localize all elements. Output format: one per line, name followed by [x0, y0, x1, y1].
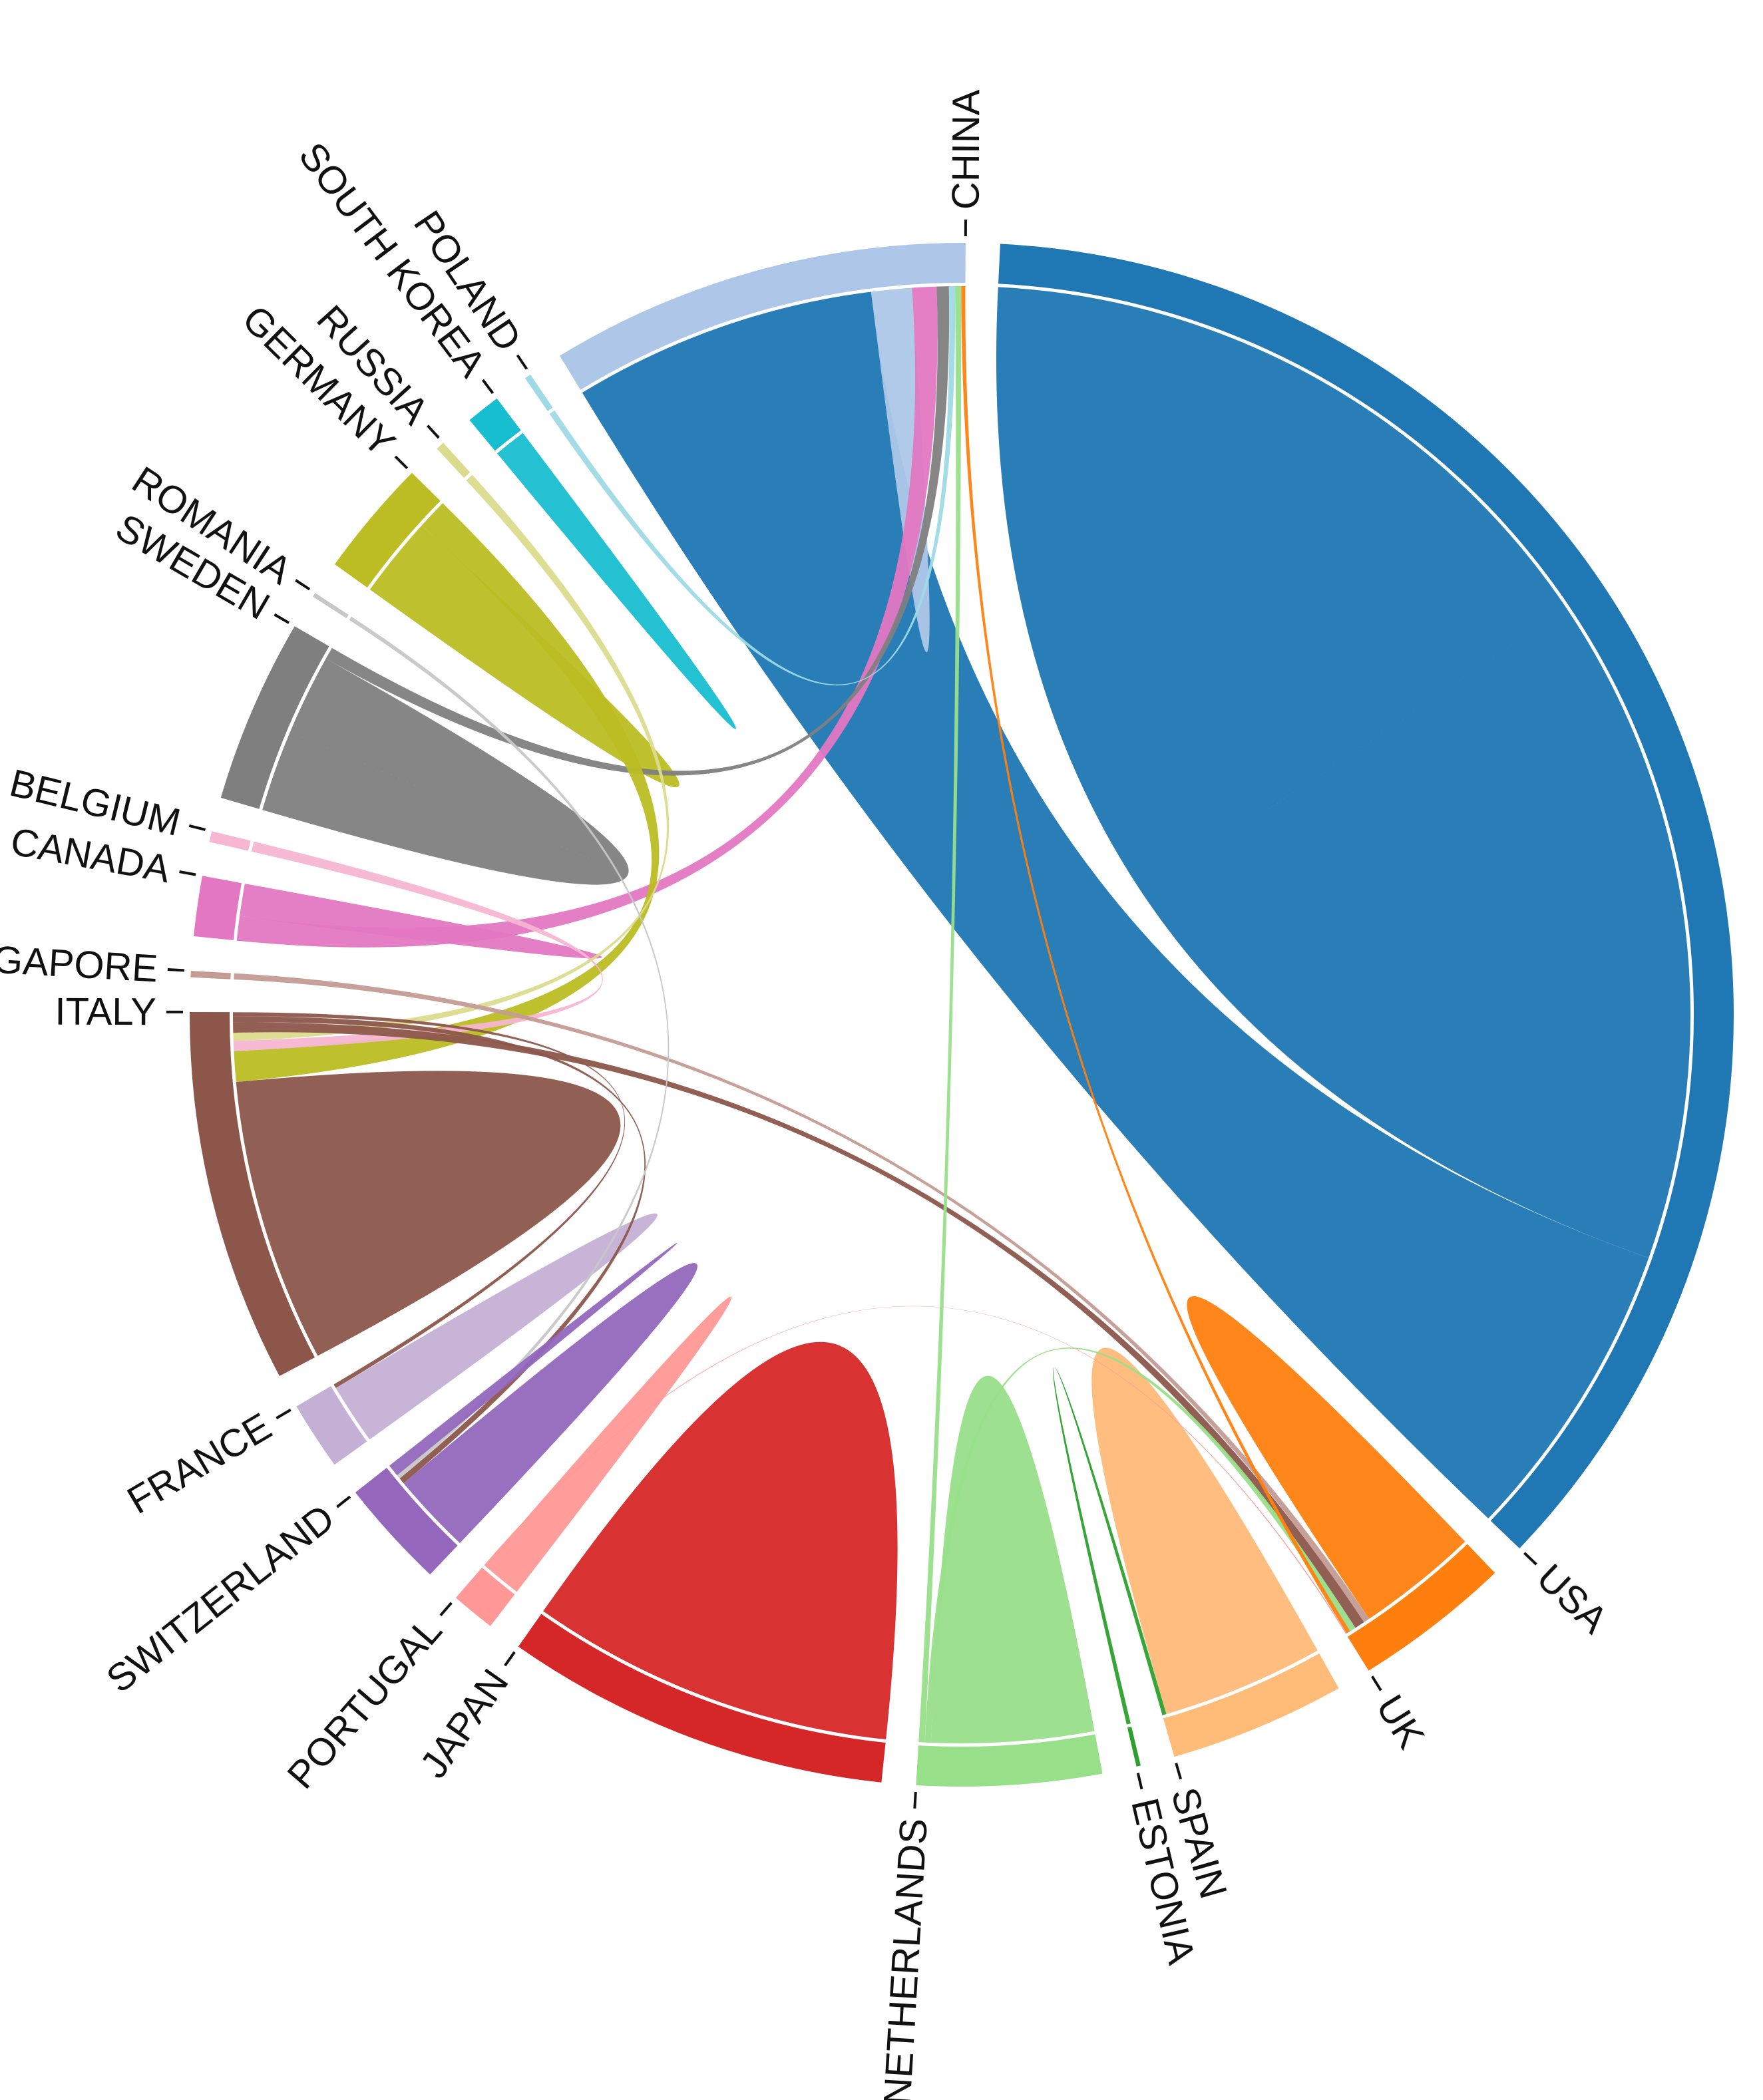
ribbon-portugal-to-portugal	[485, 1296, 732, 1592]
label-france: FRANCE	[120, 1405, 278, 1522]
ribbon-italy-to-italy	[236, 1071, 621, 1356]
group-arc-japan	[518, 1614, 886, 1783]
tick-france	[276, 1408, 292, 1420]
group-arc-france	[296, 1386, 367, 1465]
ribbon-estonia-to-spain	[1053, 1367, 1167, 1725]
ribbon-sweden-to-sweden	[262, 658, 629, 885]
tick-belgium	[188, 824, 206, 831]
ribbon-south-korea-to-south-korea	[496, 433, 736, 729]
group-arc-germany	[335, 472, 441, 588]
tick-estonia	[1136, 1773, 1143, 1790]
tick-south-korea	[481, 379, 494, 395]
tick-portugal	[439, 1602, 453, 1616]
label-japan: JAPAN	[412, 1662, 517, 1786]
tick-canada	[179, 870, 196, 876]
group-arc-romania	[312, 593, 349, 619]
tick-poland	[516, 354, 528, 370]
ribbon-netherlands-to-netherlands	[930, 1375, 1095, 1743]
ribbon-uk-to-uk	[1187, 1296, 1466, 1619]
label-italy: ITALY	[55, 990, 156, 1034]
group-arc-uk	[1347, 1544, 1495, 1671]
ribbon-switzerland-to-switzerland	[403, 1263, 697, 1544]
label-switzerland: SWITZERLAND	[98, 1496, 343, 1701]
group-arc-estonia	[1127, 1727, 1141, 1767]
group-arc-singapore	[190, 970, 231, 979]
group-arc-south-korea	[469, 398, 521, 451]
group-arc-italy	[190, 1011, 315, 1377]
group-arc-russia	[437, 442, 471, 478]
ribbon-usa-to-china	[582, 291, 1649, 1518]
tick-singapore	[167, 968, 185, 972]
ribbons-layer	[232, 285, 1690, 1743]
ribbon-netherlands-to-china	[918, 286, 962, 1743]
label-usa: USA	[1529, 1556, 1616, 1642]
ribbon-japan-to-japan	[543, 1341, 898, 1740]
tick-romania	[295, 579, 311, 591]
ribbon-spain-to-spain	[1091, 1347, 1318, 1714]
group-arc-netherlands	[916, 1734, 1103, 1787]
tick-uk	[1371, 1675, 1382, 1691]
group-arc-sweden	[220, 626, 329, 809]
group-arc-canada	[194, 876, 242, 941]
ribbon-canada-to-canada	[240, 884, 602, 959]
tick-russia	[427, 425, 440, 439]
tick-switzerland	[336, 1495, 351, 1508]
group-arc-usa	[998, 244, 1734, 1548]
ribbon-switzerland-to-switzerland	[389, 1242, 678, 1476]
ribbon-germany-to-italy	[234, 503, 660, 1083]
label-singapore: SINGAPORE	[0, 934, 159, 991]
group-arc-belgium	[209, 831, 251, 851]
tick-germany	[394, 455, 409, 470]
group-arc-china	[559, 242, 966, 390]
tick-japan	[504, 1651, 516, 1667]
tick-usa	[1523, 1552, 1537, 1566]
tick-netherlands	[913, 1791, 917, 1809]
label-netherlands: NETHERLANDS	[875, 1817, 935, 2100]
ribbon-usa-to-usa	[996, 287, 1690, 1258]
label-china: CHINA	[944, 89, 988, 210]
group-arc-switzerland	[355, 1467, 458, 1575]
group-arc-portugal	[455, 1567, 515, 1626]
label-uk: UK	[1368, 1687, 1433, 1756]
group-arc-poland	[524, 374, 553, 411]
arcs-layer	[190, 242, 1734, 1787]
ribbon-france-to-france	[335, 1213, 658, 1440]
tick-sweden	[274, 613, 290, 624]
tick-spain	[1175, 1763, 1182, 1780]
group-arc-spain	[1163, 1653, 1339, 1757]
